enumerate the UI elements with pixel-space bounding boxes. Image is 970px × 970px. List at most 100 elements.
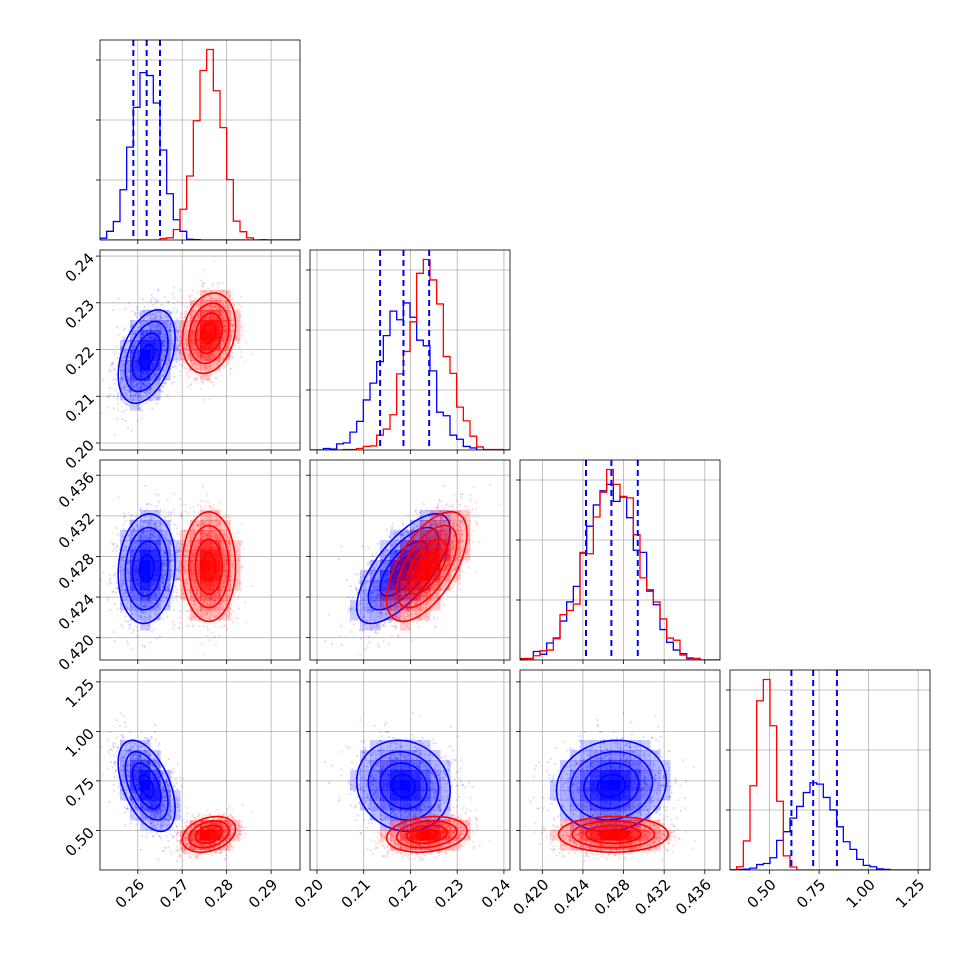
scatter-point xyxy=(177,391,180,394)
scatter-point xyxy=(193,353,196,356)
scatter-point xyxy=(167,589,171,592)
scatter-point xyxy=(228,341,231,344)
scatter-point xyxy=(156,605,159,608)
scatter-point xyxy=(179,370,182,373)
scatter-point xyxy=(237,607,240,610)
scatter-point xyxy=(155,325,158,328)
scatter-point xyxy=(123,515,126,518)
scatter-point xyxy=(189,314,192,317)
density-cell xyxy=(130,350,141,361)
scatter-point xyxy=(164,338,167,341)
scatter-point xyxy=(125,348,128,351)
x-axis-ticks xyxy=(316,450,505,454)
scatter-point xyxy=(202,364,206,368)
scatter-point xyxy=(129,325,132,328)
scatter-point xyxy=(201,300,204,303)
scatter-point xyxy=(127,363,130,367)
scatter-point xyxy=(149,328,153,331)
scatter-point xyxy=(146,521,149,524)
scatter-point xyxy=(120,346,123,349)
density-cell xyxy=(190,340,201,351)
scatter-point xyxy=(123,401,127,404)
scatter-point xyxy=(171,532,174,535)
scatter-point xyxy=(184,342,187,345)
scatter-point xyxy=(179,326,182,329)
scatter-point xyxy=(179,331,182,334)
scatter-point xyxy=(139,507,142,510)
scatter-point xyxy=(126,360,130,363)
scatter-point xyxy=(230,367,233,370)
scatter-point xyxy=(123,336,126,339)
scatter-point xyxy=(218,306,221,309)
scatter-point xyxy=(208,294,211,297)
scatter-point xyxy=(190,317,194,320)
scatter-point xyxy=(231,324,234,327)
scatter-point xyxy=(240,305,243,308)
scatter-point xyxy=(142,382,145,386)
scatter-point xyxy=(159,311,162,314)
scatter-point xyxy=(190,314,193,317)
scatter-point xyxy=(194,363,197,366)
scatter-point xyxy=(218,282,221,285)
scatter-point xyxy=(149,641,152,644)
scatter-point xyxy=(209,304,212,307)
scatter-point xyxy=(210,296,213,299)
scatter-point xyxy=(133,394,136,397)
scatter-point xyxy=(187,354,191,357)
scatter-point xyxy=(202,268,205,271)
scatter-point xyxy=(161,561,164,564)
scatter-point xyxy=(232,323,235,326)
scatter-point xyxy=(143,384,146,387)
scatter-point xyxy=(138,605,141,608)
scatter-point xyxy=(175,544,178,548)
scatter-point xyxy=(145,503,149,506)
scatter-point xyxy=(173,493,176,496)
scatter-point xyxy=(182,320,185,323)
scatter-point xyxy=(168,575,171,579)
scatter-point xyxy=(192,309,195,312)
scatter-point xyxy=(162,339,165,342)
scatter-point xyxy=(186,355,189,359)
scatter-point xyxy=(152,534,155,538)
scatter-point xyxy=(145,321,149,324)
scatter-point xyxy=(220,310,223,314)
contour-line xyxy=(194,312,224,355)
y-tick-label: 0.21 xyxy=(62,390,98,426)
scatter-point xyxy=(202,380,205,384)
scatter-point xyxy=(207,305,211,308)
scatter-point xyxy=(196,355,200,358)
density-cell xyxy=(140,380,151,391)
scatter-point xyxy=(214,643,217,646)
scatter-point xyxy=(162,339,166,342)
scatter-point xyxy=(169,323,172,326)
scatter-point xyxy=(138,321,141,324)
scatter-point xyxy=(138,326,141,329)
scatter-point xyxy=(217,358,220,361)
contours-series-1 xyxy=(181,292,237,375)
scatter-point xyxy=(168,350,171,353)
scatter-point xyxy=(121,376,124,379)
scatter-point xyxy=(113,382,116,385)
scatter-point xyxy=(140,610,143,613)
scatter-point xyxy=(239,315,242,318)
scatter-point xyxy=(214,305,217,308)
scatter-point xyxy=(131,513,134,517)
scatter-point xyxy=(177,566,180,570)
scatter-point xyxy=(164,531,167,534)
density-cell xyxy=(210,350,221,361)
scatter-point xyxy=(193,351,197,355)
scatter-point xyxy=(163,295,166,299)
density-cell xyxy=(210,290,221,301)
scatter-point xyxy=(216,297,219,300)
scatter-point xyxy=(154,620,157,623)
scatter-point xyxy=(161,581,165,584)
scatter-point xyxy=(230,334,233,337)
scatter-point xyxy=(211,306,214,310)
scatter-point xyxy=(172,553,175,556)
scatter-point xyxy=(134,529,137,532)
scatter-point xyxy=(200,302,203,305)
scatter-point xyxy=(113,367,117,371)
scatter-point xyxy=(195,377,198,380)
scatter-point xyxy=(162,345,165,348)
density-cell xyxy=(190,300,201,311)
